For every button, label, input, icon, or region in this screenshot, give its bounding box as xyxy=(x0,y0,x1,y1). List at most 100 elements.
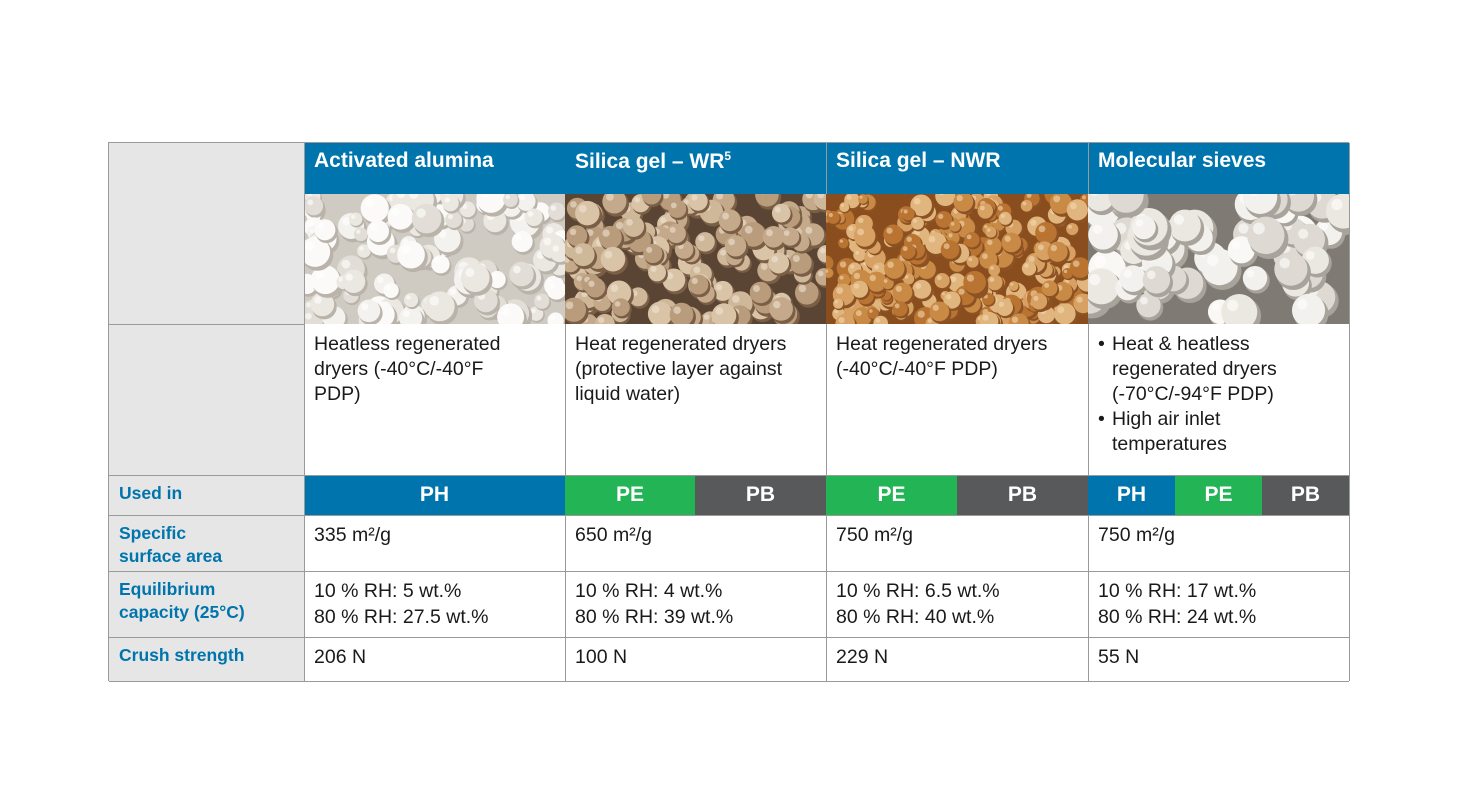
bead xyxy=(884,258,907,282)
used-in-tag-ph: PH xyxy=(304,475,565,515)
bead xyxy=(549,242,565,265)
bead xyxy=(964,232,982,250)
bead xyxy=(565,297,589,324)
bead xyxy=(1008,281,1020,293)
bead xyxy=(838,237,850,250)
bead xyxy=(1291,293,1329,324)
bead xyxy=(762,226,787,251)
bead xyxy=(851,280,870,300)
silica-gel-wr-description: Heat regenerated dryers (protective laye… xyxy=(575,333,787,405)
bead xyxy=(858,194,869,206)
silica-gel-nwr-photo xyxy=(826,194,1088,324)
bead xyxy=(598,225,625,252)
bead xyxy=(445,211,464,231)
bead xyxy=(771,203,793,225)
bead xyxy=(431,255,452,276)
bead xyxy=(547,202,565,223)
bead xyxy=(349,212,364,228)
bead xyxy=(934,273,952,291)
activated-alumina-surface-area: 335 m²/g xyxy=(314,524,391,546)
bead xyxy=(622,215,647,240)
bead xyxy=(516,194,538,214)
bead xyxy=(511,231,535,255)
bead xyxy=(1221,294,1262,324)
bead xyxy=(794,281,822,308)
bead xyxy=(755,194,782,210)
bead xyxy=(1035,222,1060,247)
bead xyxy=(403,292,420,310)
bead xyxy=(839,202,851,214)
molecular-sieves-bullet-list: Heat & heatless regenerated dryers (-70°… xyxy=(1098,332,1349,457)
bead xyxy=(1168,209,1205,246)
surface-area-label: Specific surface area xyxy=(109,515,304,571)
used-in-tag-pb: PB xyxy=(695,475,826,515)
bead xyxy=(1201,248,1242,290)
bead xyxy=(815,268,826,288)
bead xyxy=(817,245,826,265)
bead xyxy=(1021,261,1038,278)
bead xyxy=(981,292,996,307)
bead xyxy=(1001,232,1024,255)
bead xyxy=(310,265,343,298)
activated-alumina-capacity: 10 % RH: 5 wt.% 80 % RH: 27.5 wt.% xyxy=(314,580,489,628)
bead xyxy=(442,194,461,214)
bead xyxy=(360,194,392,227)
bead xyxy=(1030,293,1049,312)
bead xyxy=(424,291,458,324)
bead xyxy=(1054,302,1078,324)
bead xyxy=(985,226,998,240)
used-in-tag-pe: PE xyxy=(565,475,695,515)
molecular-sieves-surface-area: 750 m²/g xyxy=(1098,524,1175,546)
bead xyxy=(749,281,774,307)
bead xyxy=(399,306,425,324)
grid-line xyxy=(109,475,1349,476)
bead xyxy=(600,246,628,275)
bead xyxy=(718,209,743,235)
bead xyxy=(1282,194,1318,216)
grid-line xyxy=(109,637,1349,638)
bead xyxy=(304,236,334,271)
bead xyxy=(1242,194,1281,219)
bead xyxy=(902,273,916,286)
bead xyxy=(901,207,916,223)
bead xyxy=(460,263,493,296)
grid-line xyxy=(565,324,566,475)
activated-alumina-photo xyxy=(304,194,565,324)
bead xyxy=(1132,215,1159,243)
bead xyxy=(883,224,906,247)
bead xyxy=(641,194,664,208)
header-label-cell xyxy=(109,143,304,324)
bead xyxy=(1119,265,1149,296)
silica-gel-nwr-capacity: 10 % RH: 6.5 wt.% 80 % RH: 40 wt.% xyxy=(836,580,1000,628)
desiccant-comparison-table: Used in Specific surface area Equilibriu… xyxy=(108,142,1350,682)
bead xyxy=(688,274,711,298)
bead xyxy=(996,299,1015,319)
used-in-tag-ph: PH xyxy=(1088,475,1175,515)
bead xyxy=(911,216,926,232)
bead xyxy=(912,279,934,302)
bead xyxy=(1008,313,1031,324)
bead xyxy=(668,199,689,221)
bead xyxy=(1047,241,1070,265)
bead xyxy=(1041,280,1060,299)
bead xyxy=(357,299,383,324)
bead xyxy=(509,261,537,290)
bead xyxy=(476,194,509,217)
bead xyxy=(534,293,551,311)
grid-line xyxy=(826,143,827,194)
silica-gel-wr-capacity: 10 % RH: 4 wt.% 80 % RH: 39 wt.% xyxy=(575,580,734,628)
bead xyxy=(354,227,370,243)
bead xyxy=(397,240,428,273)
bead xyxy=(1242,265,1270,294)
grid-line xyxy=(109,681,1349,682)
bead xyxy=(910,194,935,219)
bead xyxy=(662,268,688,295)
grid-line xyxy=(304,143,305,681)
bead xyxy=(935,194,958,209)
bead xyxy=(1325,194,1349,234)
grid-line xyxy=(1088,515,1089,681)
grid-line xyxy=(565,515,566,681)
activated-alumina-crush: 206 N xyxy=(314,646,367,668)
bead xyxy=(892,282,915,306)
bead xyxy=(547,312,565,324)
